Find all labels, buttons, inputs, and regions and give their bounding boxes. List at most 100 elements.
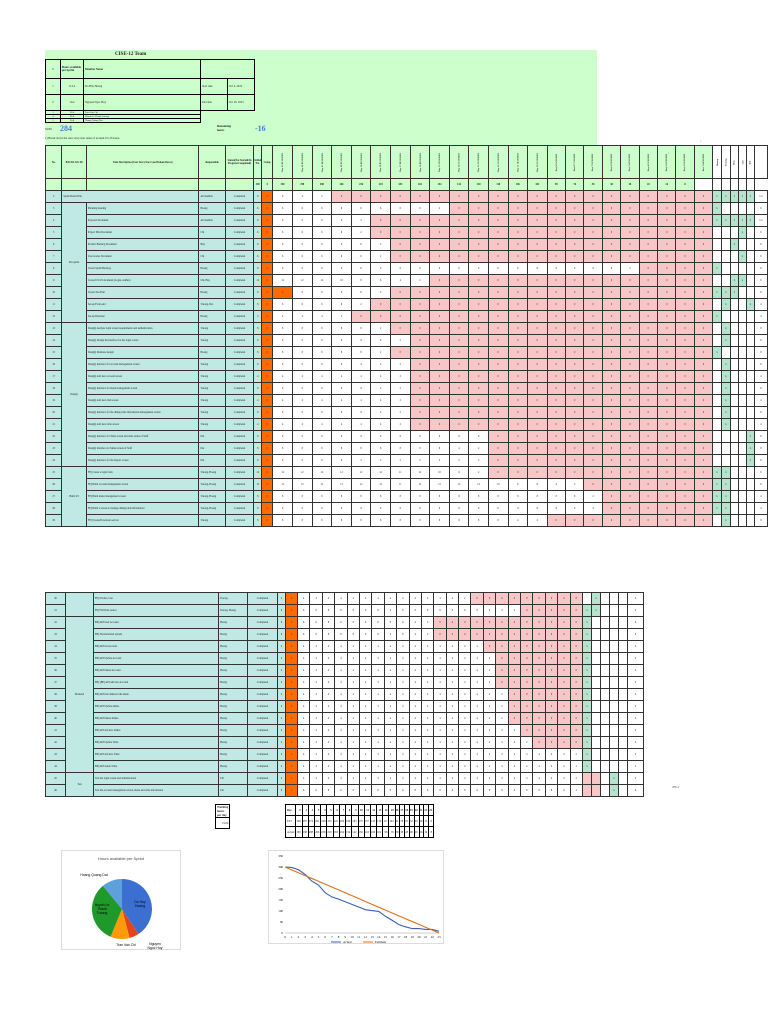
person-assign-cell[interactable] [590, 772, 601, 785]
day-remaining-cell[interactable]: 0 [675, 370, 695, 383]
day-remaining-cell[interactable]: 0 [448, 286, 470, 299]
day-remaining-cell[interactable]: 0 [389, 250, 411, 263]
day-remaining-cell[interactable]: 0 [468, 334, 489, 347]
initial-estimate[interactable]: 4 [253, 394, 263, 407]
status[interactable]: Completed [224, 202, 255, 215]
day-remaining-cell[interactable]: 0 [601, 406, 622, 419]
day-remaining-cell[interactable]: 0 [487, 298, 509, 311]
day-remaining-cell[interactable]: 0 [526, 334, 548, 347]
day-remaining-cell[interactable]: 0 [546, 466, 566, 479]
day-remaining-cell[interactable]: 8 [309, 616, 323, 629]
day-remaining-cell[interactable]: 0 [620, 202, 640, 215]
completed-hours[interactable]: 0 [285, 664, 298, 677]
person-assign-cell[interactable]: x [581, 628, 592, 641]
person-assign-cell[interactable] [745, 262, 755, 275]
day-remaining-cell[interactable]: 4 [272, 394, 293, 407]
day-remaining-cell[interactable]: 4 [482, 736, 497, 749]
day-remaining-cell[interactable]: 4 [370, 358, 391, 371]
day-remaining-cell[interactable]: 4 [544, 748, 559, 761]
day-remaining-cell[interactable]: 8 [272, 442, 293, 455]
day-remaining-cell[interactable]: 0 [583, 466, 603, 479]
task-row[interactable]: 45 Test Test the login screen and authenti… [45, 772, 644, 797]
status[interactable]: Completed [224, 298, 255, 311]
completed-hours[interactable]: 0 [261, 394, 274, 407]
day-remaining-cell[interactable]: 4 [445, 592, 460, 605]
day-remaining-cell[interactable]: 4 [358, 724, 373, 737]
day-remaining-cell[interactable]: 0 [675, 262, 695, 275]
person-assign-cell[interactable]: x [712, 490, 722, 503]
day-remaining-cell[interactable]: 8 [350, 346, 372, 359]
day-remaining-cell[interactable]: 12 [272, 478, 293, 491]
day-remaining-cell[interactable]: 8 [532, 784, 546, 797]
task-row[interactable]: 37 BE] [BE] API add new Account Hoang Compl… [45, 676, 644, 689]
completed-hours[interactable]: 0 [261, 502, 274, 515]
day-remaining-cell[interactable]: 2 [370, 250, 391, 263]
day-remaining-cell[interactable]: 4 [309, 640, 323, 653]
day-remaining-cell[interactable]: 4 [482, 760, 497, 773]
person-assign-cell[interactable]: x [720, 406, 731, 419]
day-remaining-cell[interactable]: 0 [487, 346, 509, 359]
day-remaining-cell[interactable]: 0 [507, 640, 522, 653]
person-assign-cell[interactable] [617, 772, 628, 785]
day-remaining-cell[interactable]: 4 [296, 688, 311, 701]
day-remaining-cell[interactable]: 4 [321, 688, 336, 701]
person-assign-cell[interactable] [590, 760, 601, 773]
day-remaining-cell[interactable]: 0 [693, 286, 714, 299]
person-assign-cell[interactable]: x [712, 502, 722, 515]
day-remaining-cell[interactable]: 0 [409, 334, 431, 347]
day-remaining-cell[interactable]: 0 [693, 238, 714, 251]
day-remaining-cell[interactable]: 4 [507, 514, 528, 527]
day-remaining-cell[interactable]: 0 [507, 370, 528, 383]
initial-estimate[interactable]: 4 [253, 370, 263, 383]
task-description[interactable]: Design] Interface for the dining table i… [85, 406, 200, 419]
day-remaining-cell[interactable]: 0 [583, 334, 603, 347]
day-remaining-cell[interactable]: 6 [272, 262, 293, 275]
day-remaining-cell[interactable]: 4 [482, 724, 497, 737]
day-remaining-cell[interactable]: 8 [487, 502, 509, 515]
day-remaining-cell[interactable]: 0 [520, 688, 534, 701]
end-date-value[interactable]: Oct 20, 2023 [227, 94, 255, 111]
day-remaining-cell[interactable]: 0 [507, 592, 522, 605]
day-remaining-cell[interactable]: 0 [546, 286, 566, 299]
person-assign-cell[interactable] [599, 724, 610, 737]
day-remaining-cell[interactable]: 0 [638, 370, 659, 383]
task-description[interactable]: Project Plan Document [85, 226, 200, 239]
day-remaining-cell[interactable]: 0 [583, 310, 603, 323]
day-remaining-cell[interactable]: 0 [526, 310, 548, 323]
task-row[interactable]: 18 Design] Interface for menu management … [44, 382, 768, 395]
day-remaining-cell[interactable]: 0 [458, 628, 472, 641]
day-remaining-cell[interactable]: 4 [321, 664, 336, 677]
day-remaining-cell[interactable]: 0 [487, 310, 509, 323]
person-assign-cell[interactable] [590, 724, 601, 737]
responsible[interactable]: All member [198, 214, 226, 227]
day-remaining-cell[interactable]: 0 [526, 298, 548, 311]
day-remaining-cell[interactable]: 0 [389, 286, 411, 299]
day-remaining-cell[interactable]: 4 [495, 604, 509, 617]
day-remaining-cell[interactable]: 4 [346, 700, 360, 713]
day-remaining-cell[interactable]: 4 [346, 760, 360, 773]
day-remaining-cell[interactable]: 0 [693, 454, 714, 467]
responsible[interactable]: Hoang [218, 640, 248, 653]
person-assign-cell[interactable] [617, 592, 628, 605]
day-remaining-cell[interactable]: 0 [532, 652, 546, 665]
completed-hours[interactable]: 0 [285, 592, 298, 605]
day-remaining-cell[interactable]: 0 [675, 238, 695, 251]
day-remaining-cell[interactable]: 0 [433, 616, 447, 629]
day-remaining-cell[interactable]: 2 [350, 226, 372, 239]
day-remaining-cell[interactable]: 8 [311, 502, 333, 515]
person-assign-cell[interactable] [720, 274, 731, 287]
day-remaining-cell[interactable]: 6 [291, 214, 313, 227]
day-remaining-cell[interactable]: 0 [693, 262, 714, 275]
initial-estimate[interactable]: 4 [277, 652, 286, 665]
day-remaining-cell[interactable]: 0 [693, 382, 714, 395]
person-assign-cell[interactable] [590, 616, 601, 629]
day-remaining-cell[interactable]: 0 [564, 238, 585, 251]
day-remaining-cell[interactable]: 8 [272, 454, 293, 467]
day-remaining-cell[interactable]: 8 [371, 604, 385, 617]
day-remaining-cell[interactable]: 4 [458, 688, 472, 701]
day-remaining-cell[interactable]: 0 [583, 190, 603, 203]
day-remaining-cell[interactable]: 0 [546, 358, 566, 371]
person-assign-cell[interactable] [729, 514, 739, 527]
day-remaining-cell[interactable]: 4 [433, 772, 447, 785]
day-remaining-cell[interactable]: 0 [657, 454, 677, 467]
